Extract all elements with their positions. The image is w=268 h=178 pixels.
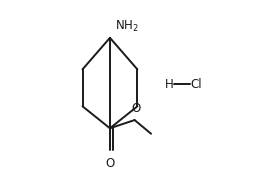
Text: O: O <box>131 102 141 115</box>
Text: Cl: Cl <box>191 78 202 91</box>
Text: H: H <box>165 78 173 91</box>
Text: NH$_2$: NH$_2$ <box>116 19 139 34</box>
Text: O: O <box>105 157 114 170</box>
